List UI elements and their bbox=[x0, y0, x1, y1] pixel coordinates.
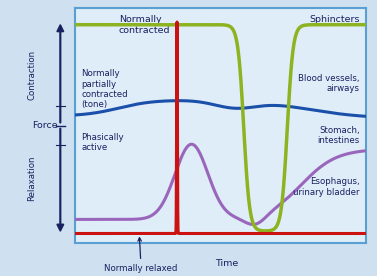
Text: Normally
partially
contracted
(tone): Normally partially contracted (tone) bbox=[81, 69, 128, 110]
Text: Contraction: Contraction bbox=[28, 50, 37, 100]
Text: Force: Force bbox=[32, 121, 58, 130]
Text: Relaxation: Relaxation bbox=[28, 156, 37, 201]
Text: Stomach,
intestines: Stomach, intestines bbox=[318, 126, 360, 145]
Text: Normally
contracted: Normally contracted bbox=[119, 15, 170, 35]
Text: Sphincters: Sphincters bbox=[310, 15, 360, 24]
Text: Esophagus,
urinary bladder: Esophagus, urinary bladder bbox=[293, 177, 360, 197]
Text: Time: Time bbox=[215, 259, 238, 268]
Text: Normally relaxed: Normally relaxed bbox=[104, 238, 178, 273]
Text: Phasically
active: Phasically active bbox=[81, 133, 124, 152]
Text: Blood vessels,
airways: Blood vessels, airways bbox=[298, 74, 360, 93]
